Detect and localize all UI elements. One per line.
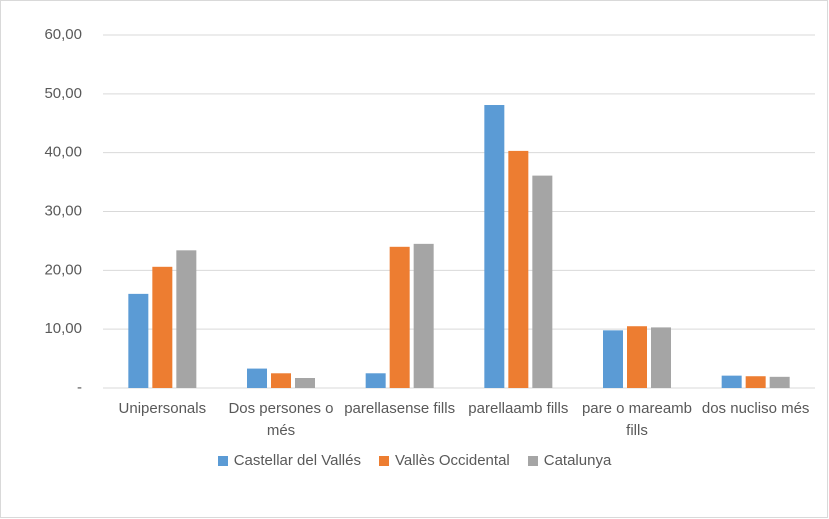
bar [176, 250, 197, 388]
legend-label: Vallès Occidental [394, 452, 510, 469]
bar [389, 246, 410, 388]
x-tick-label: dos nucliso més [701, 400, 810, 417]
y-tick-label: 20,00 [44, 261, 82, 278]
bar [651, 327, 671, 388]
bar [295, 377, 315, 388]
bar [627, 326, 647, 388]
bar [508, 150, 529, 388]
legend-item: Castellar del Vallés [217, 452, 361, 469]
bar [769, 376, 790, 388]
bar [247, 368, 267, 388]
legend: Castellar del Vallés Vallès Occidental Cat… [0, 452, 829, 469]
legend-label: Catalunya [543, 452, 612, 469]
x-tick-label: Dos persones o més [228, 400, 334, 439]
bar [128, 293, 149, 388]
bar [484, 105, 505, 389]
legend-swatch [217, 455, 228, 466]
x-tick-label: pare o mareamb fills [581, 400, 693, 439]
x-tick-label: Unipersonals [118, 400, 207, 417]
x-tick-label: parellaamb fills [468, 400, 569, 417]
legend-swatch [527, 455, 538, 466]
bar [532, 175, 553, 388]
legend-item: Vallès Occidental [378, 452, 510, 469]
bar [365, 373, 386, 388]
y-tick-label: - [77, 379, 82, 396]
legend-label: Castellar del Vallés [233, 452, 361, 469]
bar [745, 376, 766, 388]
y-tick-label: 50,00 [44, 85, 82, 102]
legend-swatch [378, 455, 389, 466]
bar [603, 330, 623, 388]
bar [413, 243, 434, 388]
x-tick-label: parellasense fills [344, 400, 456, 417]
y-tick-label: 30,00 [44, 202, 82, 219]
bar [721, 375, 742, 388]
y-tick-label: 60,00 [44, 26, 82, 43]
bar [271, 373, 291, 388]
y-tick-label: 40,00 [44, 144, 82, 161]
y-tick-label: 10,00 [44, 320, 82, 337]
bar [152, 266, 173, 388]
legend-item: Catalunya [527, 452, 612, 469]
